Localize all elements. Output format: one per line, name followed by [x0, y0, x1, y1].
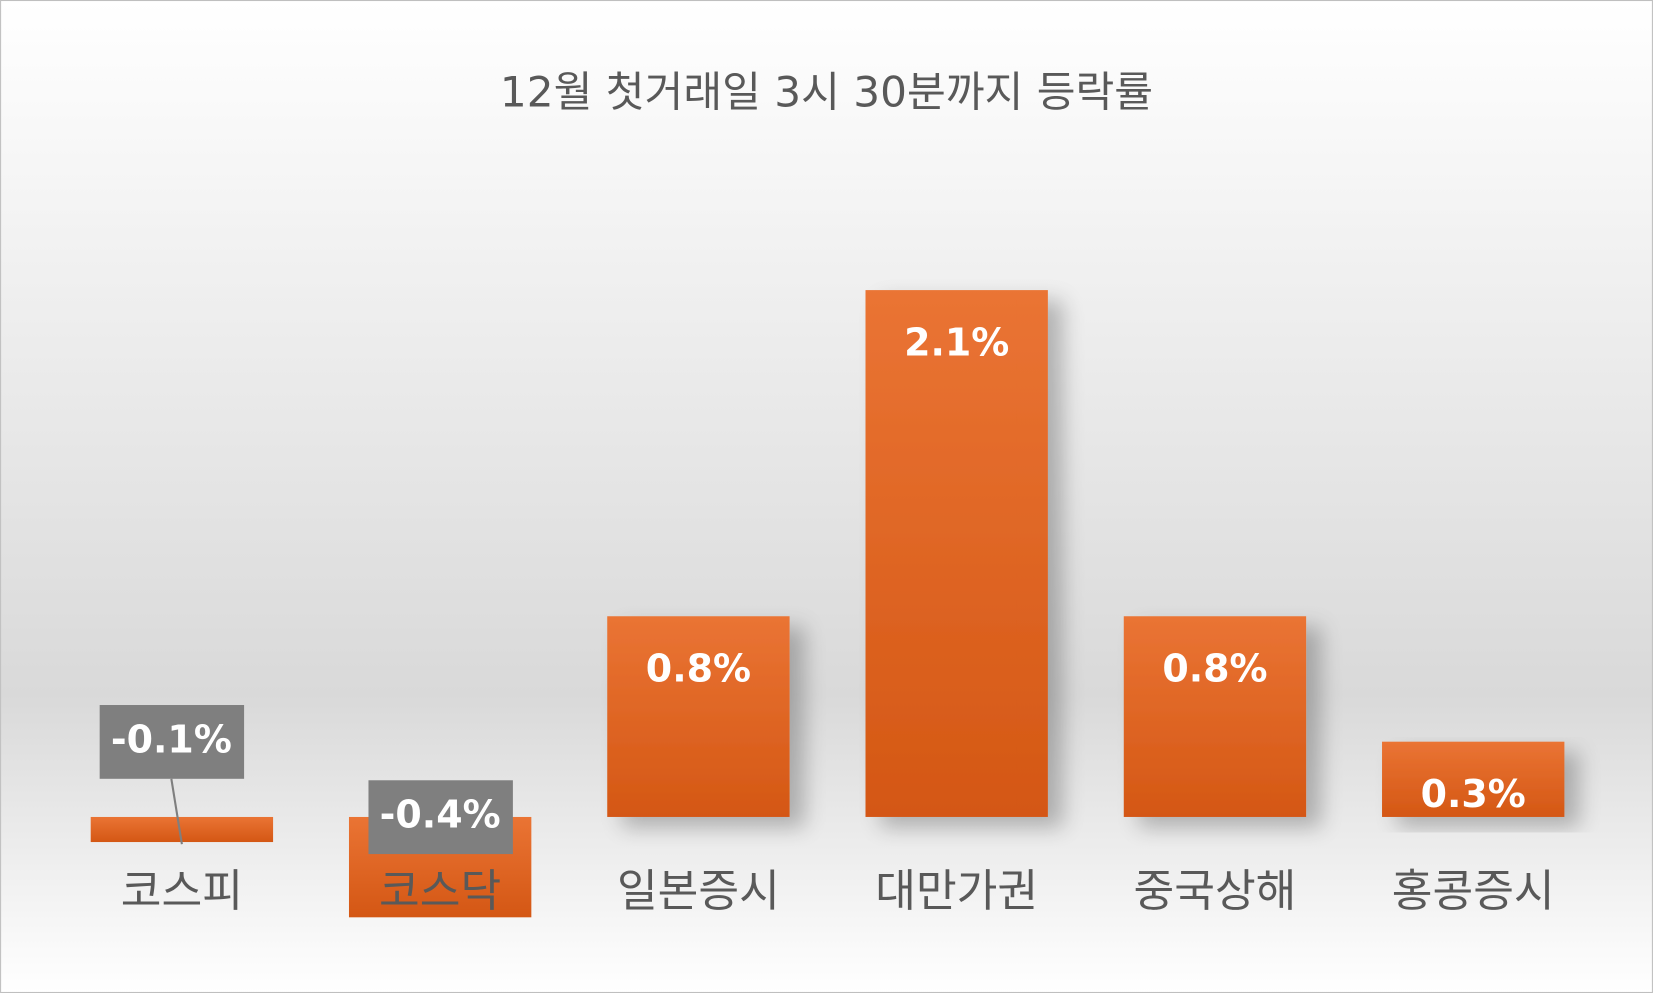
x-tick-label: 일본증시 — [617, 866, 780, 917]
x-tick-label: 코스피 — [121, 866, 243, 917]
bar — [1382, 741, 1565, 817]
bar — [865, 290, 1048, 817]
bar — [1123, 616, 1307, 817]
x-tick-label: 코스닥 — [379, 866, 501, 917]
x-tick-label: 홍콩증시 — [1392, 866, 1555, 917]
bar — [607, 616, 790, 817]
data-label-box — [99, 705, 245, 779]
x-tick-label: 대만가권 — [875, 866, 1038, 917]
data-label: 0.8% — [646, 647, 751, 691]
x-tick-label: 중국상해 — [1133, 866, 1296, 917]
data-label: -0.1% — [111, 717, 232, 761]
leader-line — [170, 778, 183, 845]
data-label: 0.8% — [1162, 647, 1267, 691]
data-label: -0.4% — [380, 793, 501, 837]
chart-title: 12월 첫거래일 3시 30분까지 등락률 — [500, 67, 1153, 116]
data-label: 0.3% — [1421, 772, 1526, 816]
data-label-box — [368, 780, 513, 855]
data-label: 2.1% — [904, 320, 1009, 364]
